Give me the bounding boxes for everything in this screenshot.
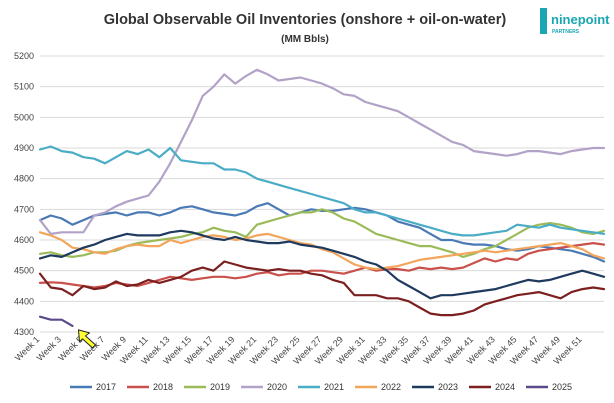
y-axis-ticks: 4300 4400 4500 4600 4700 4800 4900 5000 5100 5200	[14, 51, 34, 337]
legend-item-2017: 2017	[70, 382, 116, 392]
logo-name: ninepoint	[551, 12, 610, 27]
yellow-arrow-annotation	[78, 329, 96, 349]
y-tick-label: 4300	[14, 327, 34, 337]
legend-item-2025: 2025	[526, 382, 572, 392]
legend-label: 2020	[267, 382, 287, 392]
legend-item-2023: 2023	[412, 382, 458, 392]
legend-item-2024: 2024	[469, 382, 515, 392]
y-tick-label: 5100	[14, 82, 34, 92]
series-line-2023	[38, 229, 606, 300]
legend-item-2022: 2022	[355, 382, 401, 392]
legend-label: 2019	[210, 382, 230, 392]
y-tick-label: 4600	[14, 235, 34, 245]
chart-subtitle: (MM Bbls)	[281, 34, 329, 45]
y-tick-label: 4700	[14, 204, 34, 214]
series-line-2022	[38, 231, 606, 271]
y-tick-label: 4400	[14, 296, 34, 306]
legend-label: 2025	[552, 382, 572, 392]
y-tick-label: 5200	[14, 51, 34, 61]
legend-label: 2018	[153, 382, 173, 392]
y-tick-label: 4900	[14, 143, 34, 153]
logo-subtext: PARTNERS	[552, 29, 580, 35]
series-lines	[38, 68, 606, 327]
series-line-2024	[38, 260, 606, 317]
legend-label: 2021	[324, 382, 344, 392]
annotations	[78, 329, 96, 349]
ninepoint-logo: ninepoint PARTNERS	[540, 8, 610, 35]
series-line-2020	[38, 68, 606, 235]
chart-title: Global Observable Oil Inventories (onsho…	[104, 12, 507, 28]
series-line-2025	[38, 315, 74, 327]
y-tick-label: 4800	[14, 174, 34, 184]
y-tick-label: 5000	[14, 112, 34, 122]
legend-item-2021: 2021	[298, 382, 344, 392]
series-line-2021	[38, 145, 606, 237]
legend-label: 2022	[381, 382, 401, 392]
legend-item-2018: 2018	[127, 382, 173, 392]
legend-item-2019: 2019	[184, 382, 230, 392]
legend-label: 2017	[96, 382, 116, 392]
legend: 2017 2018 2019 2020 2021 2022 2023 2024 2025	[70, 382, 572, 392]
legend-label: 2023	[438, 382, 458, 392]
legend-label: 2024	[495, 382, 515, 392]
y-tick-label: 4500	[14, 266, 34, 276]
legend-item-2020: 2020	[241, 382, 287, 392]
